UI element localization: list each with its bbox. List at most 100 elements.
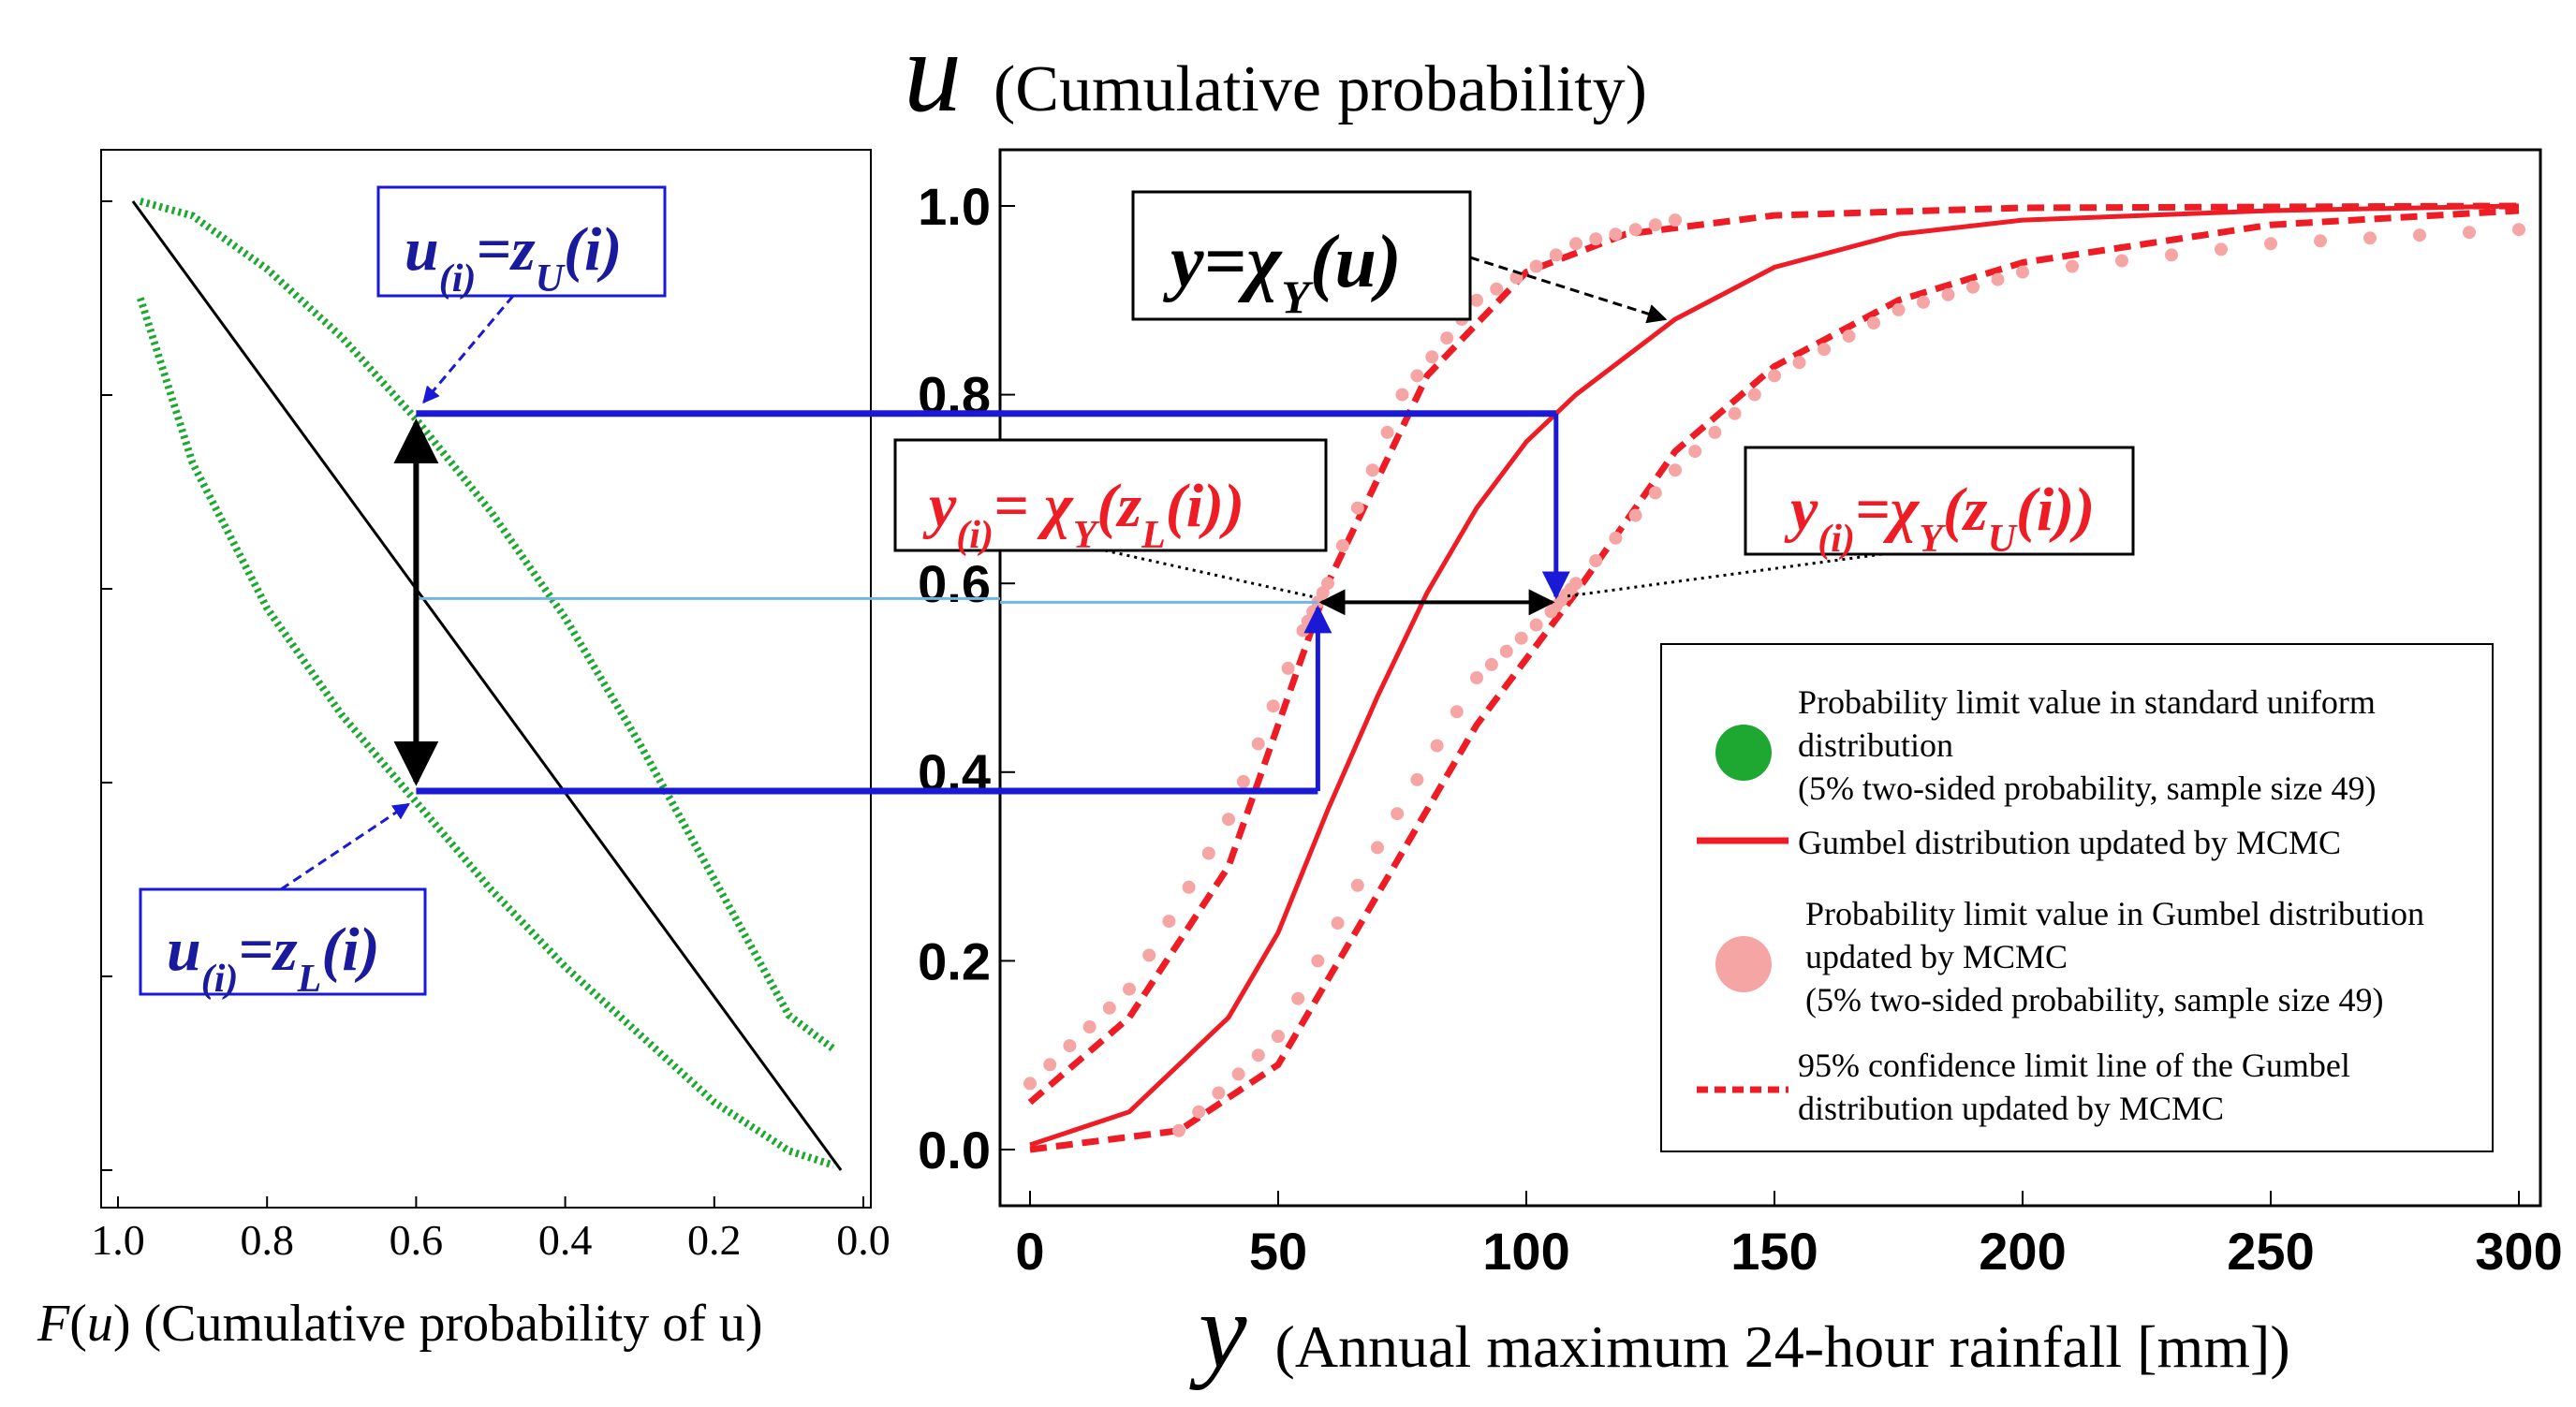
left-x-tick-label: 1.0 [91, 1216, 145, 1264]
left-x-axis-label: F(u) (Cumulative probability of u) [37, 1295, 763, 1353]
right-y-sub: (i) [1818, 518, 1855, 561]
legend-entry: 95% confidence limit line of the Gumbel d… [1697, 1047, 2350, 1127]
right-y-tick-label: 0.6 [918, 554, 991, 613]
right-x-tick-label: 50 [1249, 1222, 1307, 1281]
pink-limit-dot [1569, 237, 1582, 251]
chi-box: y=χY(u) [1131, 190, 1472, 323]
pink-limit-dot [2363, 231, 2377, 245]
pink-limit-dot [1529, 618, 1543, 632]
pointer-chi [1469, 256, 1668, 324]
x-axis-text: (Annual maximum 24-hour rainfall [mm]) [1275, 1313, 2290, 1380]
lower-u-sub2: L [297, 958, 322, 1001]
svg-text:y(i)= χY(zL(i)): y(i)= χY(zL(i)) [922, 472, 1244, 557]
pink-limit-dot [1470, 293, 1483, 307]
pink-limit-dot [1470, 671, 1483, 684]
right-y-box: y(i)=χY(zU(i)) [1744, 446, 2135, 561]
pink-limit-dot [1628, 223, 1642, 237]
left-series [131, 198, 843, 1171]
pink-limit-dot [1192, 1105, 1206, 1119]
right-series-95-confidence-limit-line-upper- [1027, 202, 2520, 1106]
chi-arg: (u) [1310, 221, 1402, 303]
svg-text:u(i)=zU(i): u(i)=zU(i) [405, 215, 622, 300]
left-y-box: y(i)= χY(zL(i)) [893, 438, 1328, 557]
pink-limit-dot [1201, 846, 1215, 860]
guide-lines [393, 410, 1570, 795]
pink-limit-dot [1063, 1039, 1077, 1053]
pink-limit-dot [1669, 213, 1682, 227]
right-y-tick-label: 1.0 [918, 177, 991, 236]
right-axis-ticks [1000, 205, 2520, 1206]
left-x-tick-label: 0.8 [240, 1216, 294, 1264]
right-x-axis-label: y (Annual maximum 24-hour rainfall [mm]) [1189, 1271, 2290, 1391]
pink-limit-dot [1440, 331, 1454, 345]
lower-u-eq: =z [238, 916, 298, 984]
pink-limit-dot [1395, 388, 1409, 402]
legend-green-dot [1715, 725, 1772, 781]
pink-limit-dot [1321, 577, 1334, 591]
pointer-left-y [1104, 549, 1313, 598]
right-x-tick-label: 150 [1730, 1222, 1818, 1281]
left-series-diagonal [131, 200, 843, 1171]
left-y-sub2: Y [1073, 514, 1100, 557]
pink-limit-dot [1266, 699, 1280, 713]
left-y-lhs: y [922, 472, 957, 540]
pink-limit-dot [1941, 287, 1955, 301]
pink-limit-dot [1371, 841, 1384, 855]
lower-u-sub: (i) [201, 958, 239, 1001]
annotation-pointers [280, 256, 1883, 891]
pink-limit-dot [1231, 1067, 1245, 1081]
title-text: (Cumulative probability) [994, 53, 1647, 125]
legend-text: Gumbel distribution updated by MCMC [1798, 824, 2341, 861]
lower-u-arg: (i) [321, 916, 379, 984]
pink-limit-dot [1490, 282, 1504, 296]
upper-u-box: u(i)=zU(i) [376, 185, 667, 300]
pink-limit-dot [1251, 737, 1265, 751]
pink-limit-dot [1991, 272, 2005, 286]
pink-limit-dot [1514, 631, 1528, 645]
pink-limit-dot [1842, 330, 1856, 344]
pink-limit-dot [2264, 237, 2277, 251]
left-series-u-i-zu-i- [139, 198, 836, 1052]
x-axis-symbol: y [1189, 1271, 1247, 1391]
legend-text: (5% two-sided probability, sample size 4… [1805, 981, 2384, 1019]
right-x-tick-label: 100 [1482, 1222, 1569, 1281]
pink-limit-dot [2413, 228, 2426, 242]
pink-limit-dot [1708, 425, 1722, 439]
legend-text: Probability limit value in standard unif… [1798, 683, 2376, 721]
pink-limit-dot [1311, 954, 1325, 968]
upper-u-sub2: U [536, 257, 567, 300]
pink-limit-dot [1499, 644, 1513, 658]
legend-text: distribution [1798, 726, 1953, 764]
right-y-tick-label: 0.0 [918, 1121, 991, 1180]
pink-limit-dot [1142, 948, 1156, 962]
pink-limit-dot [1082, 1020, 1097, 1033]
right-x-tick-label: 250 [2227, 1222, 2314, 1281]
pink-limit-dot [1569, 577, 1582, 591]
pink-limit-dot [1350, 501, 1364, 515]
pink-limit-dot [1391, 807, 1405, 821]
left-y-arg-open: (z [1097, 472, 1141, 540]
right-x-tick-labels: 0 50 100 150 200 250 300 [1015, 1222, 2562, 1281]
left-series-u-i-zl-i- [137, 297, 835, 1169]
upper-u-sub: (i) [439, 257, 477, 300]
left-panel: 1.0 0.8 0.6 0.4 0.2 0.0 F(u) (Cumulative prob… [37, 149, 891, 1353]
left-x-tick-label: 0.2 [687, 1216, 742, 1264]
right-y-arg-open: (z [1943, 476, 1988, 544]
right-x-tick-label: 0 [1015, 1222, 1044, 1281]
right-title: u (Cumulative probability) [904, 7, 1647, 136]
lower-u-lhs: u [167, 916, 201, 984]
pink-limit-dot [1281, 661, 1295, 675]
pink-limit-dot [1043, 1058, 1057, 1072]
right-y-lhs: y [1784, 476, 1818, 544]
legend-frame [1660, 643, 2494, 1152]
pink-limit-dot [2165, 248, 2178, 262]
pink-limit-dot [1609, 531, 1623, 545]
left-y-sub3: L [1141, 514, 1166, 557]
pink-limit-dot [1251, 1048, 1265, 1063]
left-axis-ticks [101, 200, 864, 1208]
upper-u-lhs: u [405, 215, 439, 284]
legend-entry: Probability limit value in standard unif… [1715, 683, 2377, 807]
right-y-eq: =χ [1855, 476, 1921, 544]
pointer-upper-u [422, 295, 515, 404]
legend-text: Probability limit value in Gumbel distri… [1805, 895, 2424, 932]
